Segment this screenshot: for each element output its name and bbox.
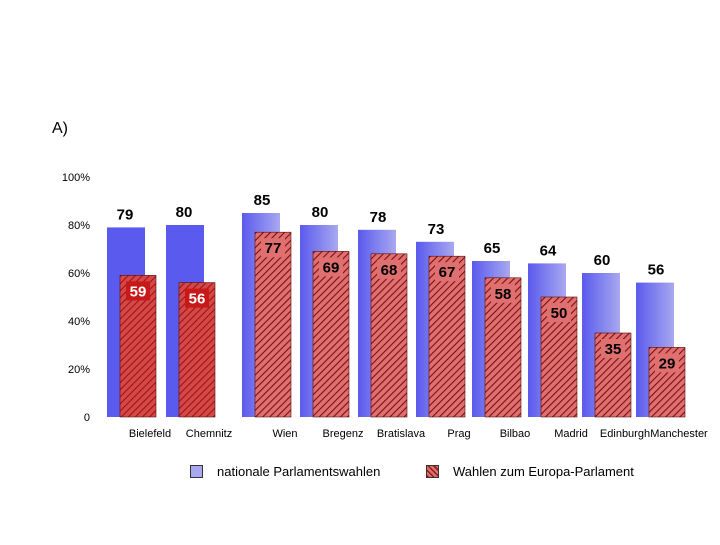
category-label: Chemnitz xyxy=(186,428,232,440)
value-label-national: 60 xyxy=(594,252,611,269)
value-label-box xyxy=(185,288,209,308)
y-tick-label: 80% xyxy=(68,220,90,232)
value-label-eu: 35 xyxy=(605,341,622,358)
legend-label-national: nationale Parlamentswahlen xyxy=(217,464,381,479)
panel-label: A) xyxy=(52,120,68,137)
x-axis: Bielefeld Chemnitz Wien Bregenz Bratislava Pr… xyxy=(129,428,708,440)
value-label-eu: 69 xyxy=(323,259,340,276)
category-label: Wien xyxy=(272,428,297,440)
bar-eu xyxy=(254,231,292,418)
bar-eu xyxy=(370,253,408,418)
category-label: Manchester xyxy=(650,428,708,440)
y-axis: 0 20% 40% 60% 80% 100% xyxy=(62,172,90,424)
value-label-eu: 29 xyxy=(659,355,676,372)
category-label: Madrid xyxy=(554,428,588,440)
value-label-box xyxy=(491,283,515,303)
value-labels-layer: 79 59 80 56 85 77 80 69 78 68 73 67 65 58 64 50 60 35 56 29 xyxy=(117,192,679,373)
category-label: Bratislava xyxy=(377,428,426,440)
y-tick-label: 40% xyxy=(68,316,90,328)
y-tick-label: 60% xyxy=(68,268,90,280)
value-label-national: 56 xyxy=(648,262,665,279)
legend-swatch-eu xyxy=(426,465,439,478)
category-label: Bilbao xyxy=(500,428,531,440)
value-label-national: 79 xyxy=(117,206,134,223)
value-label-eu: 56 xyxy=(189,291,206,308)
value-label-eu: 67 xyxy=(439,264,456,281)
value-label-box xyxy=(319,257,343,277)
y-tick-label: 0 xyxy=(84,412,90,424)
value-label-box xyxy=(435,262,459,282)
legend-item-eu: Wahlen zum Europa-Parlament xyxy=(426,464,634,479)
value-label-box xyxy=(547,303,571,322)
y-tick-label: 100% xyxy=(62,172,90,184)
legend-item-national: nationale Parlamentswahlen xyxy=(190,464,380,479)
value-label-eu: 50 xyxy=(551,305,568,322)
category-label: Bregenz xyxy=(323,428,364,440)
legend-swatch-national xyxy=(190,465,203,478)
value-label-national: 73 xyxy=(428,221,445,238)
value-label-eu: 77 xyxy=(265,240,282,257)
value-label-national: 65 xyxy=(484,240,501,257)
bar-eu xyxy=(312,251,350,418)
category-label: Bielefeld xyxy=(129,428,171,440)
value-label-box xyxy=(261,238,285,258)
legend-label-eu: Wahlen zum Europa-Parlament xyxy=(453,464,634,479)
value-label-box xyxy=(601,339,625,358)
value-label-eu: 68 xyxy=(381,262,398,279)
value-label-national: 78 xyxy=(370,209,387,226)
y-tick-label: 20% xyxy=(68,364,90,376)
category-label: Edinburgh xyxy=(600,428,650,440)
bars-layer xyxy=(107,213,686,418)
bar-eu xyxy=(428,255,466,418)
value-label-box xyxy=(126,281,150,301)
value-label-box xyxy=(377,259,401,279)
value-label-national: 85 xyxy=(254,192,271,209)
value-label-national: 64 xyxy=(540,242,557,259)
value-label-eu: 59 xyxy=(130,283,147,300)
value-label-national: 80 xyxy=(176,204,193,221)
value-label-box xyxy=(655,353,679,373)
value-label-eu: 58 xyxy=(495,286,512,303)
category-label: Prag xyxy=(447,428,470,440)
value-label-national: 80 xyxy=(312,204,329,221)
